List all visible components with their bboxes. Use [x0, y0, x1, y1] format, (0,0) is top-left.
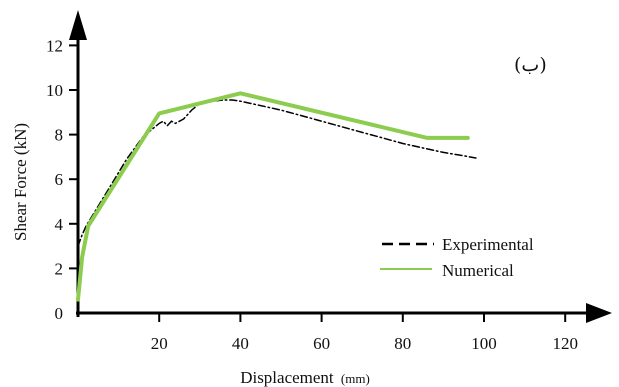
y-tick-label: 6 [55, 170, 64, 189]
x-tick-label: 20 [151, 334, 168, 353]
x-axis-arrow [586, 303, 612, 323]
series-line-experimental [77, 99, 477, 247]
y-ticks: 0 2 4 6 8 10 12 [46, 36, 78, 323]
legend: Experimental Numerical [380, 235, 534, 280]
y-axis-title: Shear Force (kN) [11, 123, 30, 241]
legend-label-experimental: Experimental [442, 235, 534, 254]
x-axis-unit: (mm) [341, 371, 370, 386]
x-tick-label: 60 [313, 334, 330, 353]
y-tick-label: 4 [55, 215, 64, 234]
x-axis-title: Displacement (mm) [240, 368, 370, 387]
x-axis-title-text: Displacement [240, 368, 334, 387]
y-tick-label: 0 [55, 304, 64, 323]
y-tick-label: 2 [55, 259, 64, 278]
y-tick-label: 8 [55, 126, 64, 145]
x-tick-label: 80 [394, 334, 411, 353]
legend-label-numerical: Numerical [442, 261, 514, 280]
y-tick-label: 10 [46, 81, 63, 100]
x-tick-label: 100 [471, 334, 497, 353]
x-tick-label: 120 [552, 334, 578, 353]
x-ticks: 20 40 60 80 100 120 [151, 313, 578, 353]
series-layer [76, 91, 477, 302]
y-tick-label: 12 [46, 36, 63, 55]
y-axis-arrow [69, 10, 87, 40]
panel-label: (ب) [514, 54, 547, 76]
series-line-numerical [76, 91, 470, 302]
x-tick-label: 40 [232, 334, 249, 353]
axes [69, 10, 612, 323]
